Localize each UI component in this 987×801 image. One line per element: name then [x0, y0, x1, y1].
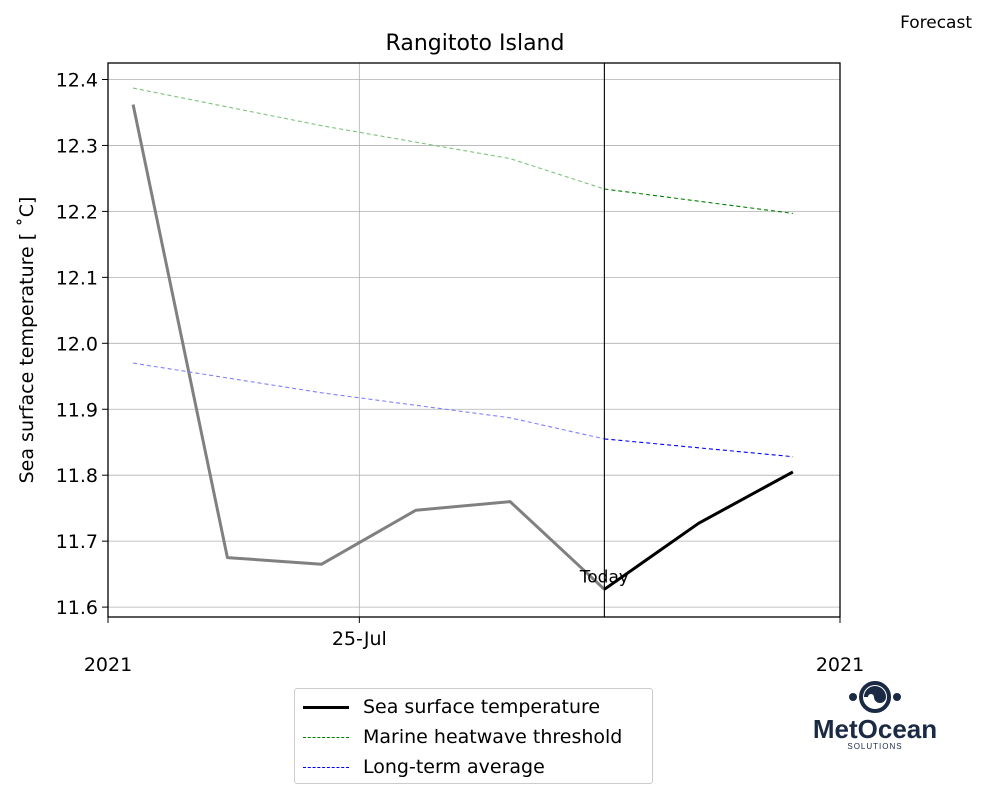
y-tick-label: 12.0 — [56, 333, 98, 355]
chart-title: Rangitoto Island — [386, 31, 565, 56]
legend-label: Sea surface temperature — [363, 696, 601, 718]
legend-label: Marine heatwave threshold — [363, 726, 623, 748]
series-line-forecast-2 — [604, 438, 793, 458]
y-tick-label: 11.8 — [56, 465, 98, 487]
legend-swatch-sst — [303, 705, 349, 709]
y-tick-label: 12.1 — [56, 267, 98, 289]
legend-swatch-average — [303, 766, 349, 768]
legend-item-heatwave: Marine heatwave threshold — [303, 725, 622, 749]
legend-label: Long-term average — [363, 756, 545, 778]
logo-subtitle: SOLUTIONS — [847, 742, 902, 751]
today-label: Today — [579, 567, 629, 587]
plot-frame — [107, 62, 841, 618]
x-tick-label: 25-Jul — [332, 628, 387, 650]
legend-item-average: Long-term average — [303, 755, 545, 779]
y-tick-label: 12.3 — [56, 135, 98, 157]
y-axis-label: Sea surface temperature [ ˚C] — [16, 197, 38, 484]
y-tick-label: 12.2 — [56, 201, 98, 223]
series-line-past-2 — [133, 362, 605, 440]
y-tick-label: 12.4 — [56, 69, 98, 91]
series-line-past-0 — [131, 104, 606, 591]
legend-item-sst: Sea surface temperature — [303, 695, 600, 719]
y-tick-label: 11.9 — [56, 399, 98, 421]
x-offset-label-left: 2021 — [84, 654, 132, 676]
forecast-label: Forecast — [900, 13, 972, 33]
metocean-logo: MetOcean SOLUTIONS — [813, 681, 937, 751]
logo-wordmark: MetOcean — [813, 714, 937, 744]
legend-swatch-heatwave — [303, 736, 349, 738]
y-tick-label: 11.7 — [56, 531, 98, 553]
y-tick-label: 11.6 — [56, 597, 98, 619]
chart-grid — [108, 63, 840, 617]
chart-series-layer — [131, 87, 794, 591]
chart-legend: Sea surface temperature Marine heatwave … — [294, 688, 653, 784]
series-line-forecast-1 — [604, 188, 793, 214]
sea-temperature-chart: 11.6 11.7 11.8 11.9 12.0 12.1 12.2 12.3 12.4 25-J… — [16, 31, 864, 676]
series-line-forecast-0 — [603, 470, 794, 591]
series-line-past-1 — [132, 87, 605, 190]
chart-axes: 11.6 11.7 11.8 11.9 12.0 12.1 12.2 12.3 12.4 25-J… — [56, 62, 864, 676]
x-offset-label-right: 2021 — [816, 654, 864, 676]
